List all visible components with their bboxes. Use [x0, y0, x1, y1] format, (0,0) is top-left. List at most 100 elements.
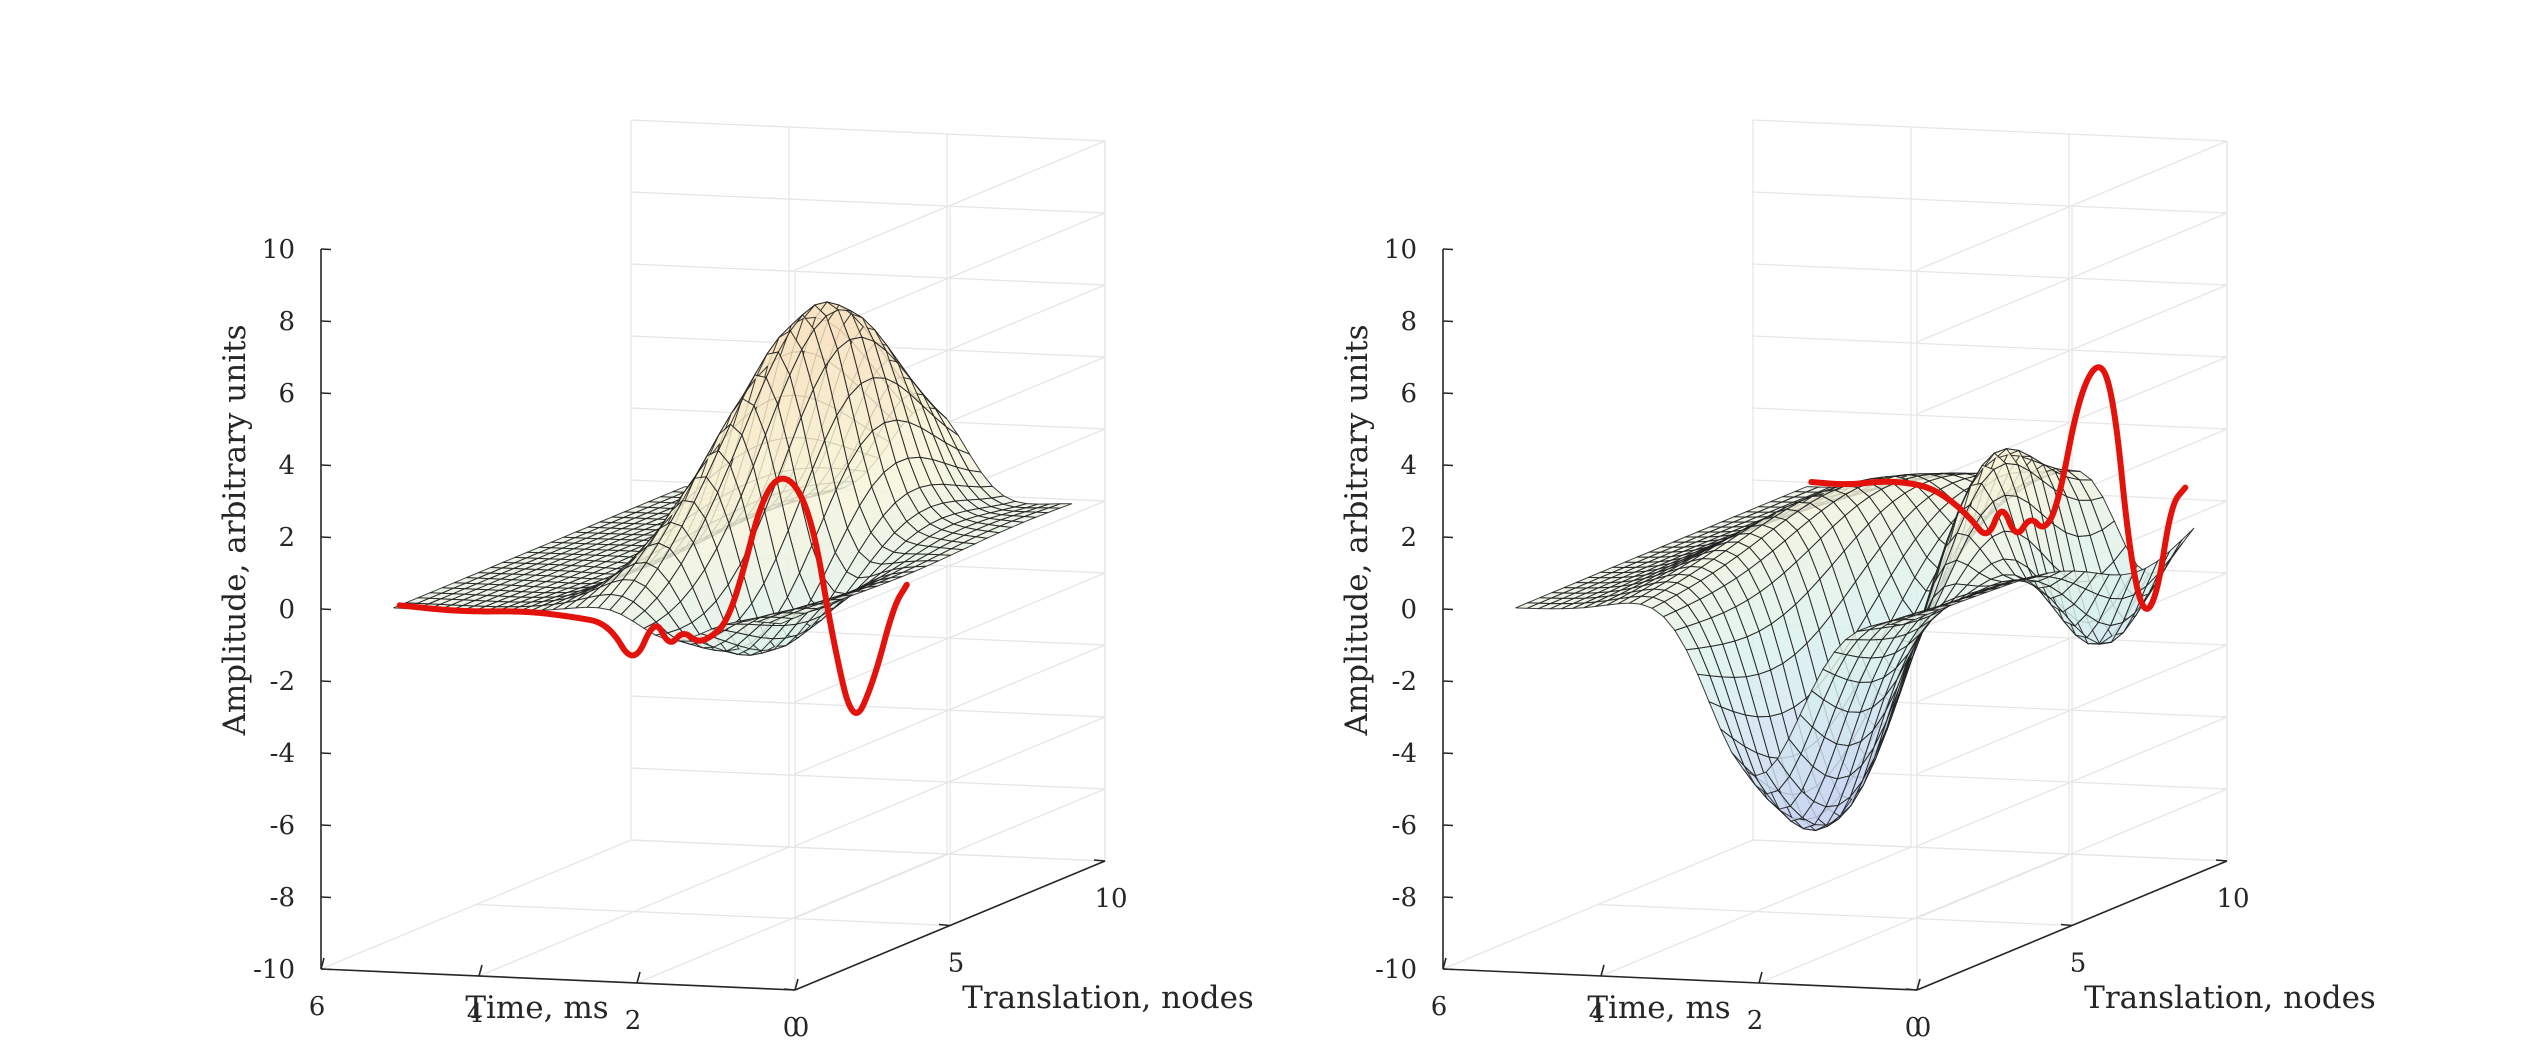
z-tick [1442, 680, 1454, 683]
x-axis-title: Time, ms [1587, 990, 1730, 1026]
z-tick [1442, 464, 1454, 467]
grid-line [630, 767, 1106, 790]
y-tick-label: 5 [2070, 949, 2087, 979]
z-tick [1442, 752, 1454, 755]
z-tick [1442, 896, 1454, 899]
x-tick [636, 971, 641, 984]
grid-line [630, 191, 1106, 214]
y-tick-label: 10 [2216, 884, 2249, 914]
z-tick [1442, 824, 1454, 827]
z-tick [320, 680, 332, 683]
x-tick-label: 2 [625, 1006, 642, 1036]
y-tick-label: 0 [1915, 1013, 1932, 1043]
z-axis-title: Amplitude, arbitrary units [1339, 325, 1375, 737]
z-tick-label: 6 [1400, 379, 1417, 409]
z-tick-label: 2 [1400, 523, 1417, 553]
grid-line [630, 263, 1106, 286]
surface-cell [1515, 602, 1540, 609]
y-tick [938, 923, 951, 927]
x-tick-label: 6 [309, 992, 326, 1022]
z-tick-label: -4 [1392, 739, 1417, 769]
z-tick [320, 248, 332, 251]
x-tick [478, 964, 483, 977]
x-axis-line [1442, 968, 1918, 991]
grid-line [1752, 263, 2228, 286]
grid-line [1597, 903, 2073, 927]
highlight-trace [396, 475, 910, 716]
y-tick [1093, 859, 1106, 862]
grid-line [1752, 191, 2228, 214]
z-tick [1442, 320, 1454, 323]
z-tick-label: -6 [1392, 811, 1417, 841]
z-tick-label: 2 [278, 523, 295, 553]
chart-panel-right: -10 -8 -6 -4 -2 0 2 4 6 8 10 0 2 4 6 0 5 10 Time, ms Transl… [1339, 119, 2376, 1043]
z-tick-label: 10 [262, 235, 295, 265]
z-tick [320, 752, 332, 755]
z-tick-label: -4 [270, 739, 295, 769]
z-tick-label: -10 [253, 955, 295, 985]
surface-mesh [1515, 448, 2195, 832]
y-tick [783, 988, 796, 991]
grid-line [1752, 839, 2228, 862]
z-tick-label: -6 [270, 811, 295, 841]
z-tick [320, 464, 332, 467]
z-tick [1442, 608, 1454, 611]
y-tick [2215, 859, 2228, 862]
grid-line [1752, 407, 2228, 430]
z-tick [320, 824, 332, 827]
z-tick-label: 8 [1400, 307, 1417, 337]
z-tick-label: 0 [1400, 595, 1417, 625]
z-axis-title: Amplitude, arbitrary units [217, 325, 253, 737]
z-tick [1442, 392, 1454, 395]
y-tick [2060, 923, 2073, 927]
z-tick-label: 4 [278, 451, 295, 481]
y-axis-title: Translation, nodes [2084, 980, 2376, 1016]
grid-line [630, 695, 1106, 718]
x-axis-title: Time, ms [465, 990, 608, 1026]
z-tick [320, 608, 332, 611]
x-tick [1442, 957, 1447, 970]
z-tick-label: -8 [1392, 883, 1417, 913]
grid-line [630, 119, 1106, 142]
z-tick-label: -2 [1392, 667, 1417, 697]
x-tick-label: 0 [1905, 1013, 1922, 1043]
z-tick-label: 8 [278, 307, 295, 337]
x-axis-line [320, 968, 796, 991]
z-tick [1442, 536, 1454, 539]
y-tick-label: 0 [793, 1013, 810, 1043]
z-tick [320, 320, 332, 323]
z-tick-label: -8 [270, 883, 295, 913]
z-tick-label: -10 [1375, 955, 1417, 985]
x-tick [1600, 964, 1605, 977]
z-tick [1442, 968, 1454, 971]
z-tick-label: -2 [270, 667, 295, 697]
grid-line [630, 839, 1106, 862]
z-tick [320, 968, 332, 971]
grid-line [1752, 335, 2228, 358]
grid-line [475, 903, 951, 927]
x-tick [794, 978, 799, 991]
y-tick-label: 10 [1094, 884, 1127, 914]
z-tick [320, 392, 332, 395]
highlight-trace [1808, 364, 2189, 612]
x-tick-label: 2 [1747, 1006, 1764, 1036]
x-tick [1758, 971, 1763, 984]
y-tick [1905, 988, 1918, 991]
z-tick-label: 4 [1400, 451, 1417, 481]
x-tick-label: 6 [1431, 992, 1448, 1022]
z-tick [1442, 248, 1454, 251]
z-tick [320, 896, 332, 899]
x-tick-label: 0 [783, 1013, 800, 1043]
chart-panel-left: -10 -8 -6 -4 -2 0 2 4 6 8 10 0 2 4 6 0 5 10 Time, ms Transl… [217, 119, 1254, 1043]
z-tick [320, 536, 332, 539]
x-tick [320, 957, 325, 970]
z-tick-label: 6 [278, 379, 295, 409]
z-tick-label: 10 [1384, 235, 1417, 265]
grid-line [1752, 119, 2228, 142]
y-tick-label: 5 [948, 949, 965, 979]
x-tick-label: 4 [1589, 999, 1606, 1029]
y-axis-title: Translation, nodes [962, 980, 1254, 1016]
x-tick [1916, 978, 1921, 991]
x-tick-label: 4 [467, 999, 484, 1029]
